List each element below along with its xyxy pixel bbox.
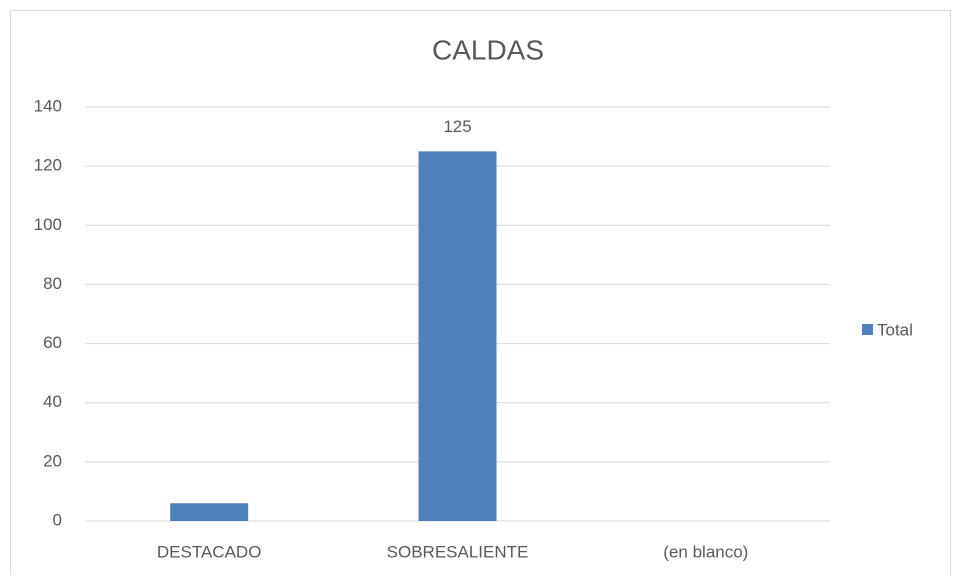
y-tick-label: 80 <box>43 274 62 293</box>
y-tick-label: 0 <box>53 510 62 529</box>
legend-label: Total <box>877 320 913 339</box>
y-tick-label: 20 <box>43 451 62 470</box>
chart-title: CALDAS <box>432 34 544 65</box>
x-tick-label: (en blanco) <box>663 542 748 561</box>
data-label: 125 <box>443 117 471 136</box>
x-tick-label: SOBRESALIENTE <box>387 542 529 561</box>
y-tick-label: 40 <box>43 392 62 411</box>
y-tick-label: 140 <box>34 96 62 115</box>
bar <box>418 151 497 521</box>
y-tick-label: 60 <box>43 333 62 352</box>
y-tick-label: 120 <box>34 156 62 175</box>
legend-swatch <box>862 324 873 335</box>
x-tick-label: DESTACADO <box>157 542 262 561</box>
y-tick-label: 100 <box>34 215 62 234</box>
bar <box>170 503 249 521</box>
